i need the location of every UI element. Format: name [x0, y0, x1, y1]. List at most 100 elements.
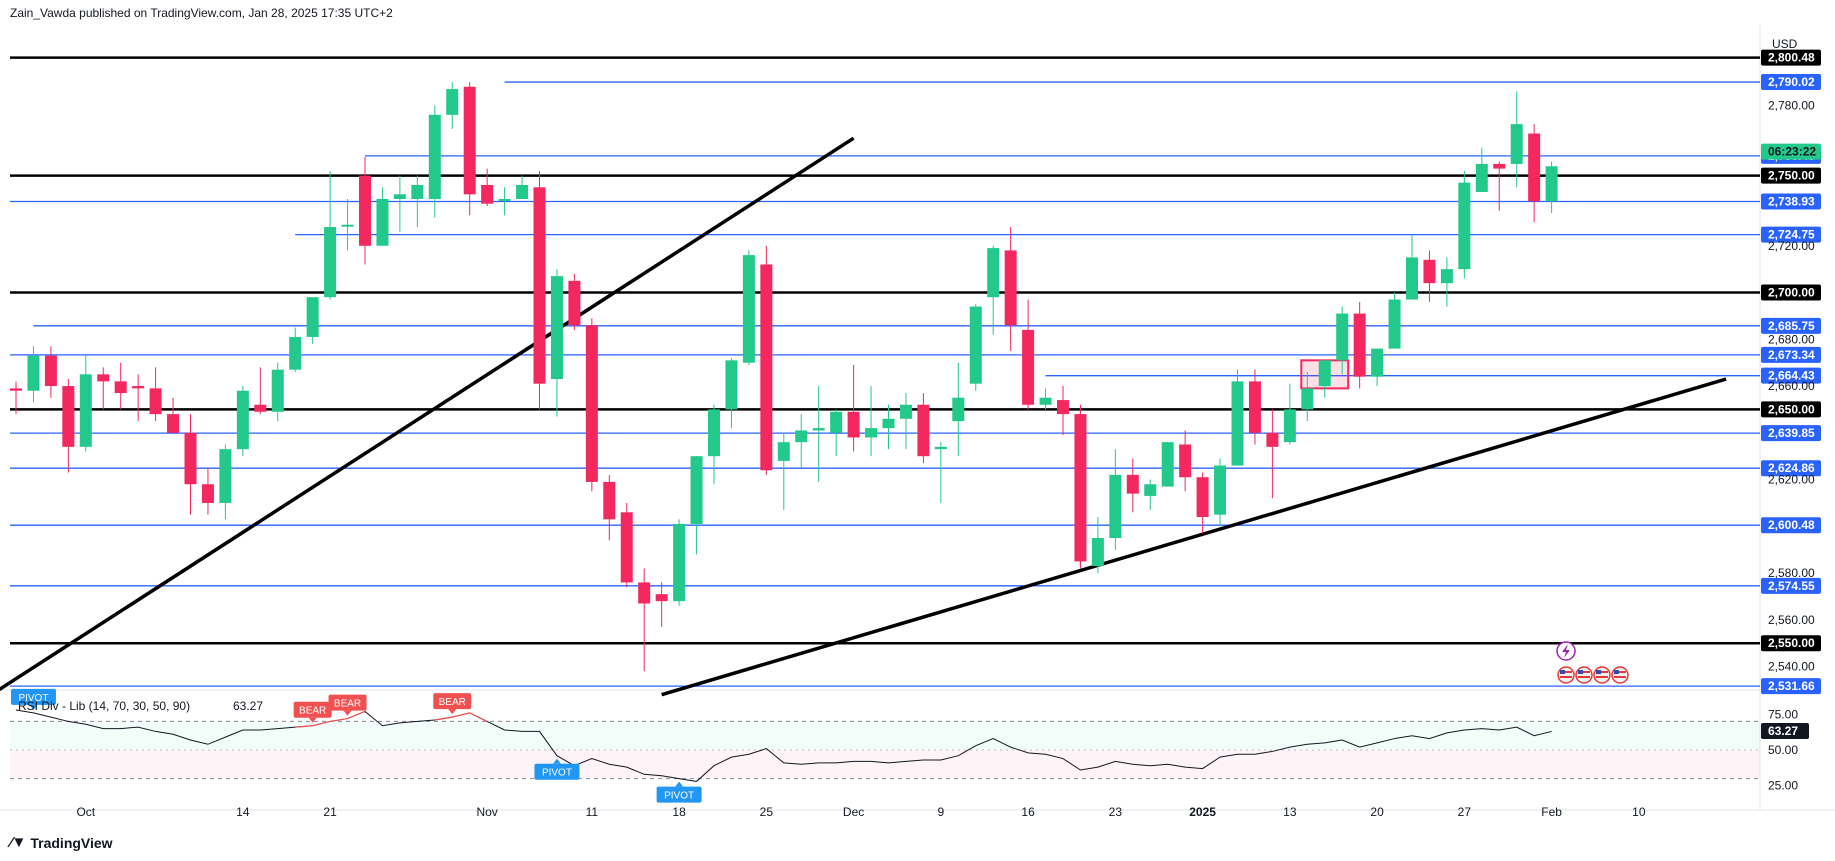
rsi-bear-marker: BEAR [433, 693, 472, 715]
candle-down [97, 367, 110, 410]
level-price-tag [1761, 401, 1821, 418]
rsi-pivot-marker: PIVOT [10, 688, 56, 710]
candle-down [359, 156, 371, 265]
candle-body [1214, 465, 1227, 515]
level-price-tag [1761, 460, 1821, 477]
level-price-tag [1761, 49, 1821, 66]
candle-up [1388, 292, 1401, 349]
trendline [661, 377, 1727, 697]
candle-down [201, 467, 214, 515]
level-price-label: 2,600.48 [1768, 518, 1815, 532]
candle-down [760, 245, 773, 475]
candle-body [132, 386, 145, 389]
candle-body [79, 374, 92, 447]
candle-up [1371, 348, 1384, 387]
candle-body [882, 418, 895, 429]
candle-body [1109, 474, 1122, 539]
candle-body [27, 355, 40, 391]
candle-up [1336, 306, 1349, 375]
level-price-tag [1761, 678, 1821, 695]
candle-up [1109, 449, 1122, 550]
time-axis: Oct 14 21 Nov 11 18 25 Dec 9 16 23 2025 13 20 27 Feb 10 [76, 805, 1645, 819]
rsi-tick-label: 50.00 [1768, 743, 1798, 757]
time-tick-label: Dec [843, 805, 864, 819]
lightning-icon[interactable] [1556, 641, 1576, 661]
candle-up [516, 175, 529, 199]
us-flag-icon [1611, 666, 1629, 684]
candle-body [97, 374, 110, 382]
marker-pointer [308, 717, 317, 723]
level-price-label: 2,750.00 [1768, 169, 1815, 183]
marker-box [328, 694, 367, 711]
candle-up [830, 409, 843, 457]
candle-up [1475, 147, 1488, 192]
candle-down [1353, 301, 1366, 389]
candle-up [673, 519, 686, 606]
price-tick-label: 2,620.00 [1768, 473, 1815, 487]
candle-down [167, 397, 180, 433]
candle-up [1458, 170, 1471, 279]
candle-body [830, 411, 843, 433]
candle-body [1039, 397, 1052, 405]
marker-label: PIVOT [664, 791, 694, 802]
price-tick-label: 2,580.00 [1768, 566, 1815, 580]
time-tick-label: Feb [1541, 805, 1562, 819]
time-tick-label: 20 [1370, 805, 1384, 819]
candles [10, 82, 1558, 672]
candle-up [393, 175, 406, 232]
us-flag-event-icons[interactable] [1557, 666, 1629, 684]
candle-body [1196, 477, 1209, 517]
candle-body [1283, 409, 1296, 443]
candle-body [725, 360, 738, 410]
candle-body [603, 481, 616, 520]
time-tick-label: 18 [672, 805, 686, 819]
time-tick-label: 10 [1632, 805, 1646, 819]
candle-body [236, 390, 249, 450]
candle-body [1022, 329, 1035, 405]
level-price-label: 2,685.75 [1768, 319, 1815, 333]
level-price-label: 2,531.66 [1768, 679, 1815, 693]
candle-up [1545, 161, 1558, 214]
price-axis: 2,800.482,790.022,758.452,750.002,738.93… [1761, 49, 1821, 695]
trendline [0, 136, 855, 692]
candle-body [10, 388, 22, 391]
level-price-tag [1761, 346, 1821, 363]
time-tick-label: 27 [1458, 805, 1472, 819]
level-price-label: 2,673.34 [1768, 348, 1815, 362]
candle-body [1510, 124, 1523, 164]
candle-down [1493, 161, 1506, 211]
rsi-pane: 75.00 50.00 25.00 PIVOT BEAR BEAR BEAR PIVOT PIV… [10, 688, 1809, 803]
us-flag-icon [1593, 666, 1611, 684]
candle-body [1057, 400, 1069, 415]
candle-up [1440, 257, 1453, 307]
candle-up [324, 170, 337, 300]
footer-brand[interactable]: ⁄▼ TradingView [10, 834, 113, 851]
candle-body [795, 430, 808, 443]
candle-body [812, 428, 825, 431]
level-price-label: 2,639.85 [1768, 426, 1815, 440]
time-tick-label: 21 [323, 805, 337, 819]
candle-body [1440, 269, 1453, 284]
candle-body [934, 446, 947, 450]
candle-up [411, 175, 424, 228]
time-tick-label: 14 [236, 805, 250, 819]
level-price-label: 2,724.75 [1768, 228, 1815, 242]
candle-up [1318, 360, 1331, 398]
level-price-tag [1761, 517, 1821, 534]
candle-body [1336, 313, 1349, 361]
rsi-line [15, 709, 1552, 782]
candle-body [149, 388, 162, 415]
candle-up [1510, 91, 1523, 188]
candle-down [1266, 409, 1279, 499]
candle-down [254, 367, 267, 415]
rsi-lower-band [10, 750, 1760, 779]
rsi-indicator-label[interactable]: RSI Div - Lib (14, 70, 30, 50, 90) [18, 699, 190, 713]
marker-pointer [552, 758, 561, 764]
candle-body [306, 297, 319, 337]
marker-pointer [343, 710, 352, 716]
rsi-pivot-marker: PIVOT [656, 781, 702, 803]
candle-down [568, 273, 581, 330]
candle-body [917, 404, 930, 457]
candle-up [899, 393, 912, 450]
